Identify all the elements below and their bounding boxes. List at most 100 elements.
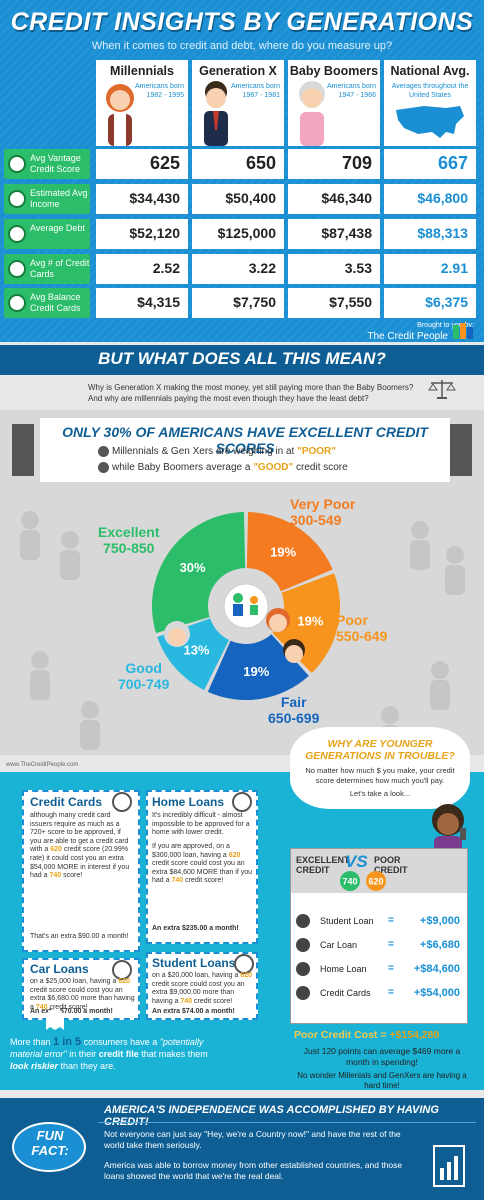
boomer-face-icon — [164, 621, 190, 647]
thumbs-up-icon — [98, 462, 109, 473]
cell: $4,315 — [96, 288, 188, 318]
cell: $34,430 — [96, 184, 188, 214]
cell: $125,000 — [192, 219, 284, 249]
vs-label: VS — [345, 852, 368, 871]
website-url: www.TheCreditPeople.com — [6, 762, 79, 768]
credit-cards-card — [22, 790, 140, 952]
column-sub: Americans born 1982 - 1995 — [134, 83, 184, 99]
donut-pct-very-poor: 19% — [270, 544, 296, 559]
label-very-poor: Very Poor 300-549 — [290, 496, 356, 528]
page-subtitle: When it comes to credit and debt, where … — [91, 40, 393, 52]
cell: 2.52 — [96, 254, 188, 284]
thumbs-down-icon — [98, 446, 109, 457]
row-label: Avg Vantage Credit Score — [4, 149, 90, 179]
meaning-banner — [0, 345, 484, 375]
row-credit-score: Avg Vantage Credit Score 625 650 709 667 — [0, 149, 484, 179]
label-poor: Poor 550-649 — [336, 612, 388, 644]
error-stat-text: More than 1 in 5 consumers have a "poten… — [10, 1036, 208, 1071]
row-label: Estimated Avg Income — [4, 184, 90, 214]
credit-score-donut-chart: 19% 19% 19% 13% 30% — [152, 512, 340, 700]
row-label: Avg # of Credit Cards — [4, 254, 90, 284]
millennial-character-icon — [106, 84, 134, 146]
cell: 667 — [384, 149, 476, 179]
cell: 709 — [288, 149, 380, 179]
cell: $52,120 — [96, 219, 188, 249]
page-title: CREDIT INSIGHTS BY GENERATIONS — [10, 8, 474, 36]
score-badge-740: 740 — [342, 877, 357, 887]
fun-fact-badge-text: FUN FACT: — [31, 1128, 69, 1158]
row-credit-cards: Avg # of Credit Cards 2.52 3.22 3.53 2.9… — [0, 254, 484, 284]
brand-name: The Credit People — [367, 331, 448, 342]
label-excellent: Excellent 750-850 — [98, 524, 160, 556]
excellent-credit-label: EXCELLENT CREDIT — [296, 855, 350, 875]
card-foot: An extra $74.00 a month! — [152, 1008, 235, 1015]
credit-card-icon — [8, 260, 26, 278]
gen-x-character-icon — [204, 81, 228, 146]
donut-pct-excellent: 30% — [180, 560, 206, 575]
poor-line: Millennials & Gen Xers are weighing in a… — [112, 446, 337, 457]
meaning-questions: Why is Generation X making the most mone… — [88, 382, 428, 404]
boomer-character-icon — [299, 81, 325, 146]
cell: 650 — [192, 149, 284, 179]
column-sub: Averages throughout the United States — [391, 83, 469, 99]
column-name: Millennials — [110, 64, 174, 78]
column-generation-x: Generation X Americans born 1967 - 1981 — [192, 60, 284, 146]
score-badges: 740 620 — [340, 871, 386, 891]
column-millennials: Millennials Americans born 1982 - 1995 — [96, 60, 188, 146]
cell: 3.53 — [288, 254, 380, 284]
card-text: on a $20,000 loan, having a 620 credit s… — [152, 972, 253, 1005]
cell: $46,340 — [288, 184, 380, 214]
cell: $50,400 — [192, 184, 284, 214]
home-loans-card — [146, 790, 258, 944]
divider — [98, 1122, 476, 1123]
debt-icon — [8, 225, 26, 243]
meaning-title: BUT WHAT DOES ALL THIS MEAN? — [98, 349, 386, 368]
family-icon — [233, 593, 258, 616]
column-national-avg: National Avg. Averages throughout the Un… — [384, 60, 476, 146]
row-debt: Average Debt $52,120 $125,000 $87,438 $8… — [0, 219, 484, 249]
compare-row-car-loan: Car Loan = +$6,680 — [296, 936, 464, 956]
label-good: Good 700-749 — [118, 660, 170, 692]
cell: 625 — [96, 149, 188, 179]
cell: $7,750 — [192, 288, 284, 318]
donut-pct-good: 13% — [183, 643, 209, 658]
row-income: Estimated Avg Income $34,430 $50,400 $46… — [0, 184, 484, 214]
column-sub: Americans born 1947 - 1966 — [326, 83, 376, 99]
column-sub: Americans born 1967 - 1981 — [230, 83, 280, 99]
column-name: Generation X — [199, 64, 277, 78]
card-text: on a $25,000 loan, having a 620 credit s… — [30, 978, 135, 1011]
no-wonder-text: No wonder Millenials and GenXers are hav… — [297, 1071, 467, 1090]
car-icon — [112, 960, 132, 980]
document-chart-icon — [433, 1145, 465, 1187]
row-label: Avg Balance Credit Cards — [4, 288, 90, 318]
scales-icon — [428, 380, 456, 399]
fun-fact-text-2: America was able to borrow money from ot… — [104, 1160, 403, 1181]
excellent-title: ONLY 30% OF AMERICANS HAVE EXCELLENT CRE… — [62, 424, 428, 456]
cell: $88,313 — [384, 219, 476, 249]
score-badge-620: 620 — [368, 877, 383, 887]
ribbon-left — [12, 424, 34, 476]
card-text: If you are approved, on a $300,000 loan,… — [152, 843, 252, 885]
brought-by-label: Brought to you by: — [417, 322, 474, 329]
column-baby-boomers: Baby Boomers Americans born 1947 - 1966 — [288, 60, 380, 146]
donut-segment-very-poor — [246, 512, 333, 592]
donut-pct-fair: 19% — [243, 664, 269, 679]
trouble-bubble — [290, 727, 470, 809]
score-icon — [8, 155, 26, 173]
home-icon — [296, 962, 310, 976]
column-name: National Avg. — [390, 64, 470, 78]
credit-card-icon — [296, 986, 310, 1000]
compare-row-student-loan: Student Loan = +$9,000 — [296, 912, 464, 932]
row-label: Average Debt — [4, 219, 90, 249]
column-name: Baby Boomers — [289, 64, 379, 78]
compare-row-home-loan: Home Loan = +$84,600 — [296, 960, 464, 980]
card-foot: An extra $70.00 a month! — [30, 1008, 113, 1015]
card-title: Student Loans — [152, 956, 236, 970]
cell: $87,438 — [288, 219, 380, 249]
poor-credit-cost: Poor Credit Cost = +$154,280 — [294, 1029, 440, 1041]
label-fair: Fair 650-699 — [268, 694, 320, 726]
donut-segment-excellent — [152, 512, 246, 634]
question-1: Why is Generation X making the most mone… — [88, 383, 414, 392]
young-characters-icon — [266, 608, 305, 663]
